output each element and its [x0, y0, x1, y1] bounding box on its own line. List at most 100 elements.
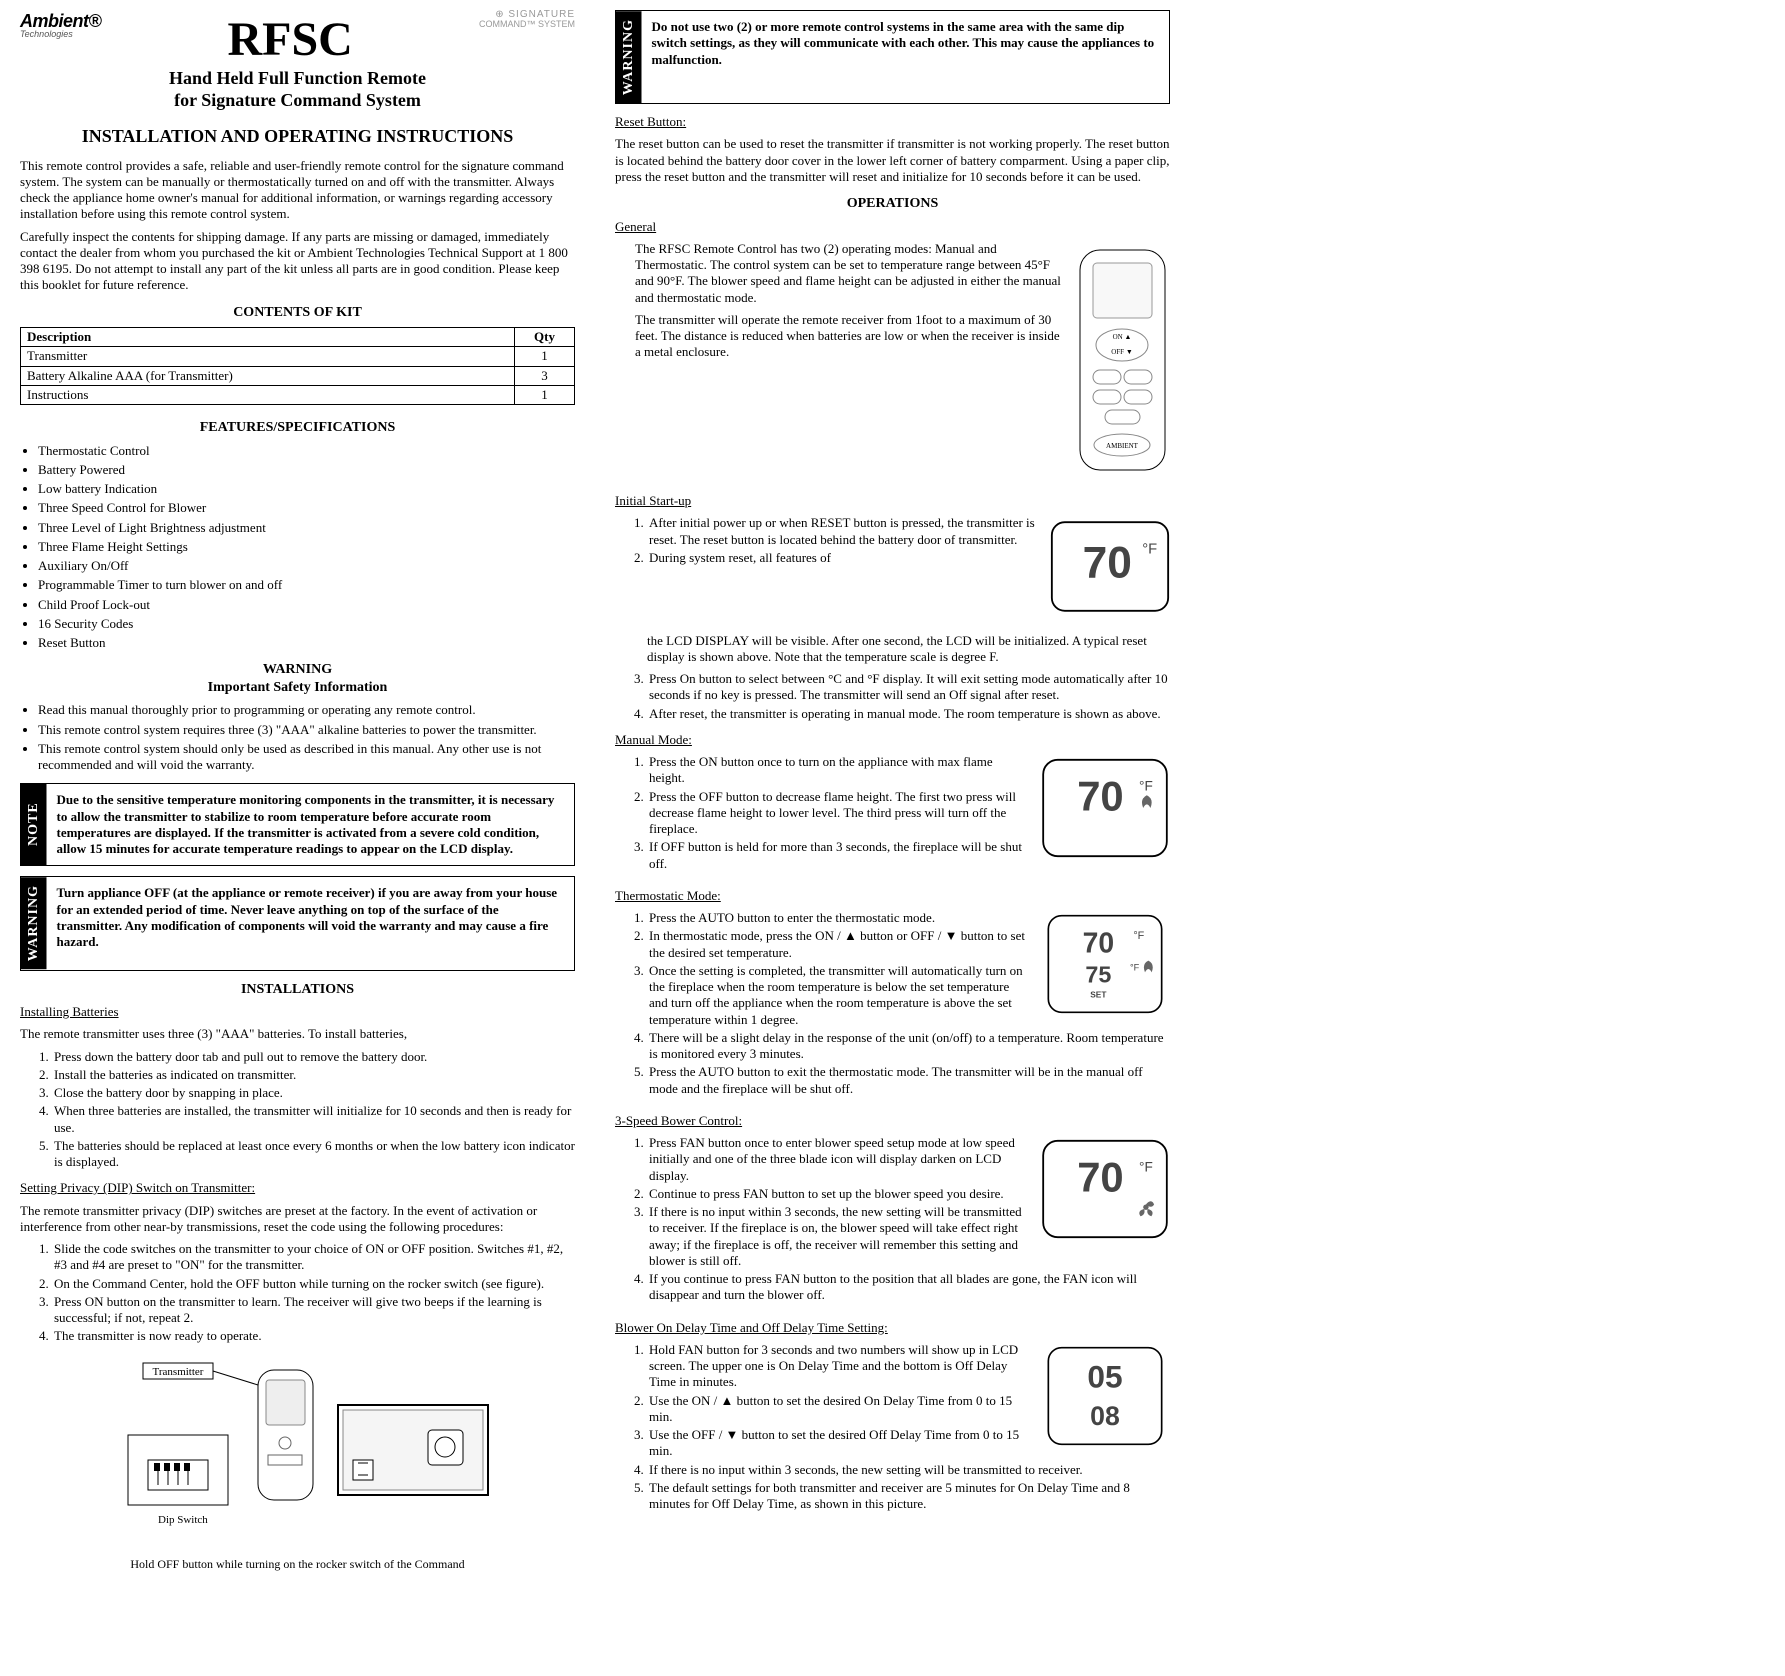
list-item: When three batteries are installed, the … — [52, 1103, 575, 1136]
lcd-fan-figure: 70 °F — [1040, 1139, 1170, 1243]
brand-logo: Ambient® Technologies — [20, 10, 101, 40]
svg-text:°F: °F — [1139, 1160, 1153, 1175]
kit-col-desc: Description — [21, 328, 515, 347]
lcd-delay-figure: 05 08 — [1040, 1346, 1170, 1450]
lcd-70f-figure: 70 °F — [1050, 519, 1170, 618]
warning-callout-1: WARNING Turn appliance OFF (at the appli… — [20, 876, 575, 970]
kit-table: Description Qty Transmitter1 Battery Alk… — [20, 327, 575, 405]
installing-batteries-heading: Installing Batteries — [20, 1004, 575, 1020]
model-number: RFSC — [227, 10, 352, 70]
svg-text:75: 75 — [1085, 962, 1111, 988]
list-item: Three Level of Light Brightness adjustme… — [38, 520, 575, 536]
svg-text:ON ▲: ON ▲ — [1113, 333, 1132, 341]
lcd-manual-figure: 70 °F — [1040, 758, 1170, 862]
svg-text:70: 70 — [1083, 928, 1115, 960]
svg-text:AMBIENT: AMBIENT — [1106, 442, 1139, 450]
list-item: Three Flame Height Settings — [38, 539, 575, 555]
list-item: Press On button to select between °C and… — [647, 671, 1170, 704]
list-item: Auxiliary On/Off — [38, 558, 575, 574]
list-item: Battery Powered — [38, 462, 575, 478]
svg-text:Dip Switch: Dip Switch — [158, 1514, 208, 1526]
dip-switch-para: The remote transmitter privacy (DIP) swi… — [20, 1203, 575, 1236]
list-item: The default settings for both transmitte… — [647, 1480, 1170, 1513]
features-list: Thermostatic Control Battery Powered Low… — [20, 443, 575, 652]
intro-para-1: This remote control provides a safe, rel… — [20, 158, 575, 223]
col3-continuation: the LCD DISPLAY will be visible. After o… — [647, 633, 1170, 666]
svg-text:Transmitter: Transmitter — [152, 1366, 203, 1378]
transmitter-diagram: Transmitter Dip Switch — [88, 1355, 508, 1555]
note-callout: NOTE Due to the sensitive temperature mo… — [20, 783, 575, 866]
safety-subheading: Important Safety Information — [20, 679, 575, 697]
list-item: Programmable Timer to turn blower on and… — [38, 577, 575, 593]
list-item: The transmitter is now ready to operate. — [52, 1328, 575, 1344]
table-row: Instructions1 — [21, 385, 575, 404]
transmitter-figure: Transmitter Dip Switch Hold OFF button w… — [20, 1355, 575, 1572]
list-item: Child Proof Lock-out — [38, 597, 575, 613]
svg-text:70: 70 — [1077, 773, 1124, 820]
svg-text:08: 08 — [1090, 1401, 1120, 1431]
list-item: Press ON button on the transmitter to le… — [52, 1294, 575, 1327]
list-item: Reset Button — [38, 635, 575, 651]
general-heading: General — [615, 219, 1170, 235]
dip-switch-heading: Setting Privacy (DIP) Switch on Transmit… — [20, 1180, 575, 1196]
list-item: Close the battery door by snapping in pl… — [52, 1085, 575, 1101]
product-subtitle: Hand Held Full Function Remotefor Signat… — [20, 68, 575, 111]
list-item: If you continue to press FAN button to t… — [647, 1271, 1170, 1304]
list-item: Low battery Indication — [38, 481, 575, 497]
list-item: Thermostatic Control — [38, 443, 575, 459]
main-heading: INSTALLATION AND OPERATING INSTRUCTIONS — [20, 125, 575, 148]
list-item: On the Command Center, hold the OFF butt… — [52, 1276, 575, 1292]
features-heading: FEATURES/SPECIFICATIONS — [20, 419, 575, 437]
svg-text:70: 70 — [1083, 539, 1132, 588]
svg-text:°F: °F — [1142, 542, 1157, 558]
startup-steps-cont: Press On button to select between °C and… — [615, 671, 1170, 722]
svg-text:05: 05 — [1087, 1359, 1122, 1395]
list-item: This remote control system should only b… — [38, 741, 575, 774]
reset-para: The reset button can be used to reset th… — [615, 136, 1170, 185]
list-item: Read this manual thoroughly prior to pro… — [38, 702, 575, 718]
dip-steps: Slide the code switches on the transmitt… — [20, 1241, 575, 1345]
thermo-mode-heading: Thermostatic Mode: — [615, 888, 1170, 904]
startup-heading: Initial Start-up — [615, 493, 1170, 509]
note-tab: NOTE — [21, 784, 47, 865]
table-row: Battery Alkaline AAA (for Transmitter)3 — [21, 366, 575, 385]
list-item: Press down the battery door tab and pull… — [52, 1049, 575, 1065]
installing-batteries-para: The remote transmitter uses three (3) "A… — [20, 1026, 575, 1042]
kit-col-qty: Qty — [515, 328, 575, 347]
list-item: Three Speed Control for Blower — [38, 500, 575, 516]
warning-tab: WARNING — [616, 11, 642, 103]
lcd-thermo-figure: 70 °F 75 °F SET — [1040, 914, 1170, 1018]
installations-heading: INSTALLATIONS — [20, 981, 575, 999]
list-item: The batteries should be replaced at leas… — [52, 1138, 575, 1171]
signature-logo: ⊕ SIGNATURE COMMAND™ SYSTEM — [479, 10, 575, 29]
operations-heading: OPERATIONS — [615, 195, 1170, 213]
contents-heading: CONTENTS OF KIT — [20, 304, 575, 322]
figure-caption: Hold OFF button while turning on the roc… — [20, 1557, 575, 1572]
list-item: This remote control system requires thre… — [38, 722, 575, 738]
svg-text:°F: °F — [1133, 930, 1144, 942]
warning-callout-2: WARNING Do not use two (2) or more remot… — [615, 10, 1170, 104]
list-item: If there is no input within 3 seconds, t… — [647, 1462, 1170, 1478]
list-item: Slide the code switches on the transmitt… — [52, 1241, 575, 1274]
reset-heading: Reset Button: — [615, 114, 1170, 130]
bower-heading: 3-Speed Bower Control: — [615, 1113, 1170, 1129]
battery-steps: Press down the battery door tab and pull… — [20, 1049, 575, 1171]
safety-list: Read this manual thoroughly prior to pro… — [20, 702, 575, 773]
list-item: After reset, the transmitter is operatin… — [647, 706, 1170, 722]
table-row: Transmitter1 — [21, 347, 575, 366]
svg-text:°F: °F — [1130, 963, 1140, 973]
list-item: Press the AUTO button to exit the thermo… — [647, 1064, 1170, 1097]
delay-heading: Blower On Delay Time and Off Delay Time … — [615, 1320, 1170, 1336]
warning-heading: WARNING — [20, 661, 575, 679]
list-item: There will be a slight delay in the resp… — [647, 1030, 1170, 1063]
svg-text:70: 70 — [1077, 1154, 1124, 1201]
svg-text:°F: °F — [1139, 779, 1153, 794]
warning-tab: WARNING — [21, 877, 47, 969]
intro-para-2: Carefully inspect the contents for shipp… — [20, 229, 575, 294]
manual-mode-heading: Manual Mode: — [615, 732, 1170, 748]
warning-body: Do not use two (2) or more remote contro… — [642, 11, 1170, 103]
list-item: 16 Security Codes — [38, 616, 575, 632]
list-item: Install the batteries as indicated on tr… — [52, 1067, 575, 1083]
svg-text:OFF ▼: OFF ▼ — [1111, 348, 1133, 356]
warning-body: Turn appliance OFF (at the appliance or … — [47, 877, 575, 969]
